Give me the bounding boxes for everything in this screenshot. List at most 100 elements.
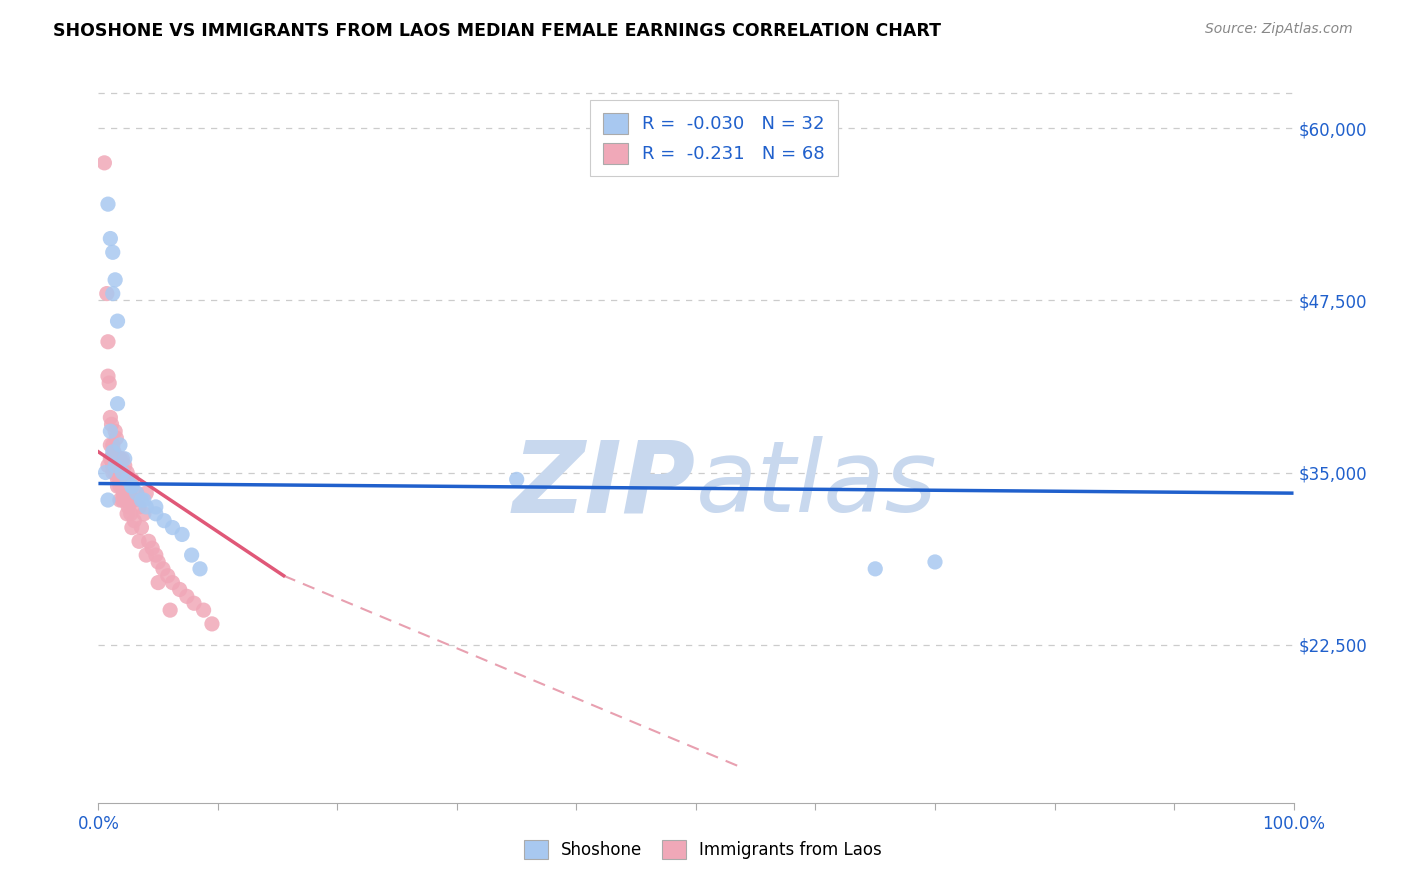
Point <box>107 458 129 473</box>
Point <box>121 520 143 534</box>
Point <box>145 548 167 562</box>
Point <box>169 582 191 597</box>
Point <box>162 520 184 534</box>
Point <box>105 431 128 445</box>
Point <box>105 458 128 473</box>
Point <box>101 458 124 473</box>
Point <box>104 424 127 438</box>
Legend: R =  -0.030   N = 32, R =  -0.231   N = 68: R = -0.030 N = 32, R = -0.231 N = 68 <box>591 100 838 176</box>
Point <box>128 534 150 549</box>
Point <box>121 472 143 486</box>
Point <box>114 493 136 508</box>
Text: SHOSHONE VS IMMIGRANTS FROM LAOS MEDIAN FEMALE EARNINGS CORRELATION CHART: SHOSHONE VS IMMIGRANTS FROM LAOS MEDIAN … <box>53 22 942 40</box>
Point <box>98 231 122 245</box>
Text: atlas: atlas <box>696 436 938 533</box>
Point <box>101 245 124 260</box>
Text: ZIP: ZIP <box>513 436 696 533</box>
Point <box>141 541 163 556</box>
Point <box>111 479 134 493</box>
Point <box>159 603 181 617</box>
Point <box>145 507 167 521</box>
Point <box>153 514 176 528</box>
Point <box>118 486 141 500</box>
Point <box>98 424 122 438</box>
Point <box>97 458 120 473</box>
Point <box>103 445 125 459</box>
Point <box>120 507 142 521</box>
Point <box>152 562 174 576</box>
Point <box>924 555 946 569</box>
Point <box>115 493 138 508</box>
Point <box>124 493 146 508</box>
Point <box>121 479 143 493</box>
Point <box>101 438 124 452</box>
Point <box>101 466 124 480</box>
Point <box>98 376 121 390</box>
Point <box>135 548 157 562</box>
Point <box>108 493 131 508</box>
Point <box>176 590 198 604</box>
Point <box>132 507 155 521</box>
Point <box>101 458 124 473</box>
Point <box>108 479 131 493</box>
Point <box>98 438 122 452</box>
Point <box>97 197 120 211</box>
Point <box>98 451 122 466</box>
Point <box>107 451 129 466</box>
Point <box>108 472 131 486</box>
Point <box>201 616 224 631</box>
Point <box>100 451 122 466</box>
Point <box>131 493 153 508</box>
Point <box>112 486 135 500</box>
Point <box>135 500 157 514</box>
Point <box>115 479 138 493</box>
Point <box>107 314 129 328</box>
Point <box>108 451 131 466</box>
Point <box>101 445 124 459</box>
Point <box>107 397 129 411</box>
Point <box>98 410 122 425</box>
Point <box>132 493 155 508</box>
Point <box>104 466 127 480</box>
Point <box>135 486 157 500</box>
Point <box>114 458 136 473</box>
Point <box>93 156 115 170</box>
Point <box>97 493 120 508</box>
Point <box>108 438 131 452</box>
Point <box>506 472 529 486</box>
Point <box>148 555 170 569</box>
Point <box>97 334 120 349</box>
Point <box>104 273 127 287</box>
Point <box>188 562 211 576</box>
Point <box>125 486 148 500</box>
Point <box>183 596 205 610</box>
Point <box>101 286 124 301</box>
Point <box>138 534 160 549</box>
Point <box>107 479 129 493</box>
Point <box>180 548 202 562</box>
Point <box>115 472 138 486</box>
Point <box>104 458 127 473</box>
Point <box>124 514 146 528</box>
Point <box>865 562 887 576</box>
Point <box>111 493 134 508</box>
Point <box>193 603 215 617</box>
Point <box>115 507 138 521</box>
Point <box>96 286 118 301</box>
Point <box>121 479 143 493</box>
Point <box>97 369 120 384</box>
Point <box>114 451 136 466</box>
Point <box>94 466 117 480</box>
Point <box>162 575 184 590</box>
Legend: Shoshone, Immigrants from Laos: Shoshone, Immigrants from Laos <box>516 831 890 868</box>
Point <box>172 527 194 541</box>
Point <box>145 500 167 514</box>
Point <box>125 486 148 500</box>
Point <box>111 451 134 466</box>
Point <box>128 500 150 514</box>
Point <box>156 568 179 582</box>
Point <box>117 500 139 514</box>
Point <box>148 575 170 590</box>
Text: Source: ZipAtlas.com: Source: ZipAtlas.com <box>1205 22 1353 37</box>
Point <box>107 472 129 486</box>
